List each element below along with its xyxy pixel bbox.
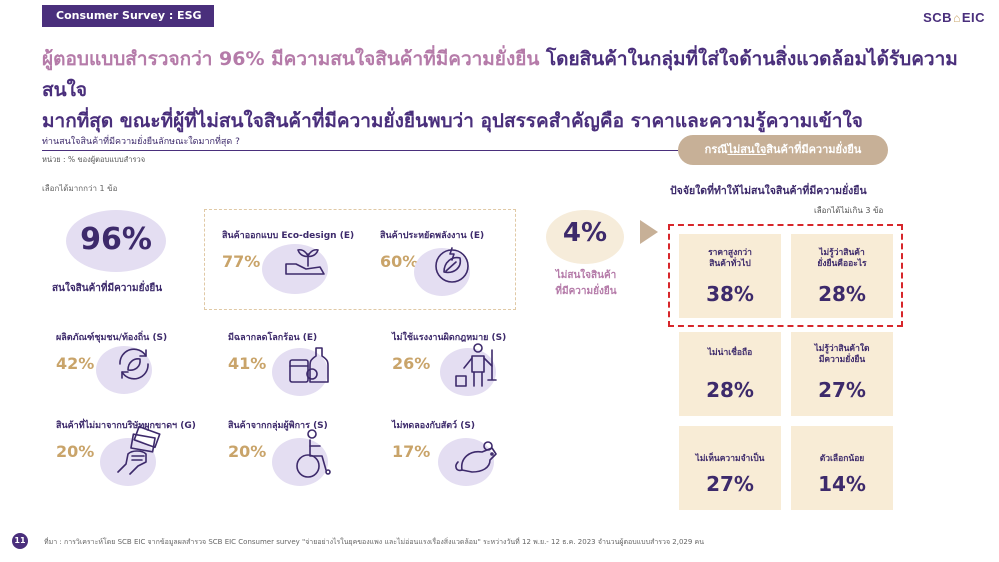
interested-label: สนใจสินค้าที่มีความยั่งยืน	[52, 283, 163, 294]
factor-card-unnecessary: ไม่เห็นความจำเป็น 27%	[679, 426, 781, 510]
item-pct-disabled-group: 20%	[228, 442, 267, 461]
factor-card-few-choices: ตัวเลือกน้อย 14%	[791, 426, 893, 510]
factor-pct: 28%	[706, 378, 754, 402]
factor-pct: 38%	[706, 282, 754, 306]
not-interested-label: ไม่สนใจสินค้า ที่มีความยั่งยืน	[555, 270, 617, 297]
scb-eic-logo: SCB⌂EIC	[923, 10, 985, 25]
factor-label: ไม่น่าเชื่อถือ	[707, 348, 753, 358]
question-title: ท่านสนใจสินค้าที่มีความยั่งยืนลักษณะใดมา…	[42, 137, 240, 147]
multi-select-note: เลือกได้มากกว่า 1 ข้อ	[42, 184, 118, 193]
top-items-box	[204, 209, 516, 310]
item-circle	[440, 348, 496, 396]
item-pct-eco-design: 77%	[222, 252, 261, 271]
factor-pct: 28%	[818, 282, 866, 306]
section-tag: Consumer Survey : ESG	[42, 5, 214, 27]
factor-card-price: ราคาสูงกว่า สินค้าทั่วไป 38%	[679, 234, 781, 318]
interested-circle	[66, 210, 166, 272]
headline-part2: โดยสินค้าในกลุ่มที่ใส่ใจด้านสิ่งแวดล้อมไ…	[42, 48, 958, 101]
factor-label: ราคาสูงกว่า สินค้าทั่วไป	[708, 248, 752, 269]
item-pct-energy-saving: 60%	[380, 252, 419, 271]
factor-label: ไม่รู้ว่าสินค้า ยั่งยืนคืออะไร	[817, 248, 867, 269]
item-title-non-monopoly: สินค้าที่ไม่มาจากบริษัทผูกขาดฯ (G)	[56, 421, 196, 431]
case-pill: กรณีไม่สนใจสินค้าที่มีความยั่งยืน	[678, 135, 888, 165]
arrow-right-icon	[640, 220, 658, 244]
item-title-energy-saving: สินค้าประหยัดพลังงาน (E)	[380, 231, 485, 241]
not-interested-circle	[546, 210, 624, 264]
factor-card-unknown-meaning: ไม่รู้ว่าสินค้า ยั่งยืนคืออะไร 28%	[791, 234, 893, 318]
interested-pct: 96%	[80, 222, 152, 257]
factor-label: ไม่รู้ว่าสินค้าใด มีความยั่งยืน	[814, 344, 870, 365]
mouse-icon	[455, 441, 497, 473]
energy-leaf-icon	[435, 247, 469, 283]
item-circle	[414, 248, 470, 296]
headline-highlight: ผู้ตอบแบบสำรวจกว่า 96% มีความสนใจสินค้าท…	[42, 48, 540, 70]
item-title-eco-design: สินค้าออกแบบ Eco-design (E)	[222, 231, 355, 241]
item-pct-community: 42%	[56, 354, 95, 373]
item-title-community: ผลิตภัณฑ์ชุมชน/ท้องถิ่น (S)	[56, 333, 168, 343]
worker-icon	[455, 343, 497, 387]
item-pct-no-animal-testing: 17%	[392, 442, 431, 461]
factor-label: ไม่เห็นความจำเป็น	[695, 454, 765, 464]
bottles-icon	[289, 347, 329, 383]
unit-note: หน่วย : % ของผู้ตอบแบบสำรวจ	[42, 155, 146, 164]
recycle-leaf-icon	[119, 348, 149, 380]
item-title-no-animal-testing: ไม่ทดลองกับสัตว์ (S)	[392, 421, 475, 431]
item-circle	[272, 348, 328, 396]
item-title-disabled-group: สินค้าจากกลุ่มผู้พิการ (S)	[228, 421, 328, 431]
factor-card-unknown-products: ไม่รู้ว่าสินค้าใด มีความยั่งยืน 27%	[791, 332, 893, 416]
factors-subtitle: เลือกได้ไม่เกิน 3 ข้อ	[814, 206, 884, 215]
factor-card-untrustworthy: ไม่น่าเชื่อถือ 28%	[679, 332, 781, 416]
wheelchair-icon	[296, 429, 331, 478]
divider	[42, 150, 678, 151]
hand-plant-icon	[285, 248, 325, 275]
factors-title: ปัจจัยใดที่ทำให้ไม่สนใจสินค้าที่มีความยั…	[670, 185, 867, 197]
item-pct-non-monopoly: 20%	[56, 442, 95, 461]
hand-money-icon	[117, 426, 161, 475]
not-interested-pct: 4%	[562, 218, 608, 248]
item-title-legal-labor: ไม่ใช้แรงงานผิดกฎหมาย (S)	[392, 333, 507, 343]
headline-line2: มากที่สุด ขณะที่ผู้ที่ไม่สนใจสินค้าที่มี…	[42, 110, 863, 132]
house-icon: ⌂	[953, 11, 961, 25]
item-pct-legal-labor: 26%	[392, 354, 431, 373]
highlight-box	[668, 224, 903, 327]
factor-label: ตัวเลือกน้อย	[819, 454, 865, 464]
factor-pct: 14%	[818, 472, 866, 496]
page-headline: ผู้ตอบแบบสำรวจกว่า 96% มีความสนใจสินค้าท…	[42, 44, 972, 137]
source-note: ที่มา : การวิเคราะห์โดย SCB EIC จากข้อมู…	[44, 538, 705, 546]
factor-pct: 27%	[818, 378, 866, 402]
item-title-carbon-label: มีฉลากลดโลกร้อน (E)	[228, 333, 318, 343]
item-pct-carbon-label: 41%	[228, 354, 267, 373]
factor-pct: 27%	[706, 472, 754, 496]
page-number: 11	[12, 533, 28, 549]
